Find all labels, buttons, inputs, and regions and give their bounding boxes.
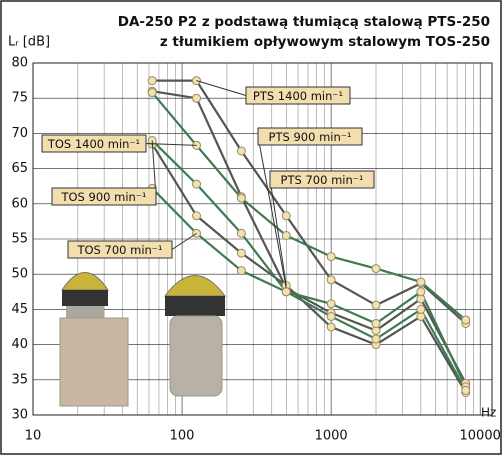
legend-label: PTS 1400 min⁻¹ (253, 89, 343, 103)
y-tick-label: 70 (11, 126, 28, 141)
legend-label: PTS 700 min⁻¹ (281, 173, 364, 187)
point (237, 267, 245, 275)
point (372, 265, 380, 273)
point (237, 147, 245, 155)
point (148, 77, 156, 85)
point (237, 229, 245, 237)
point (417, 305, 425, 313)
point (372, 335, 380, 343)
point (417, 278, 425, 286)
y-tick-label: 55 (11, 232, 28, 247)
chart-subtitle: z tłumikiem opływowym stalowym TOS-250 (160, 34, 490, 50)
point (327, 300, 335, 308)
point (417, 288, 425, 296)
point (193, 212, 201, 220)
point (327, 323, 335, 331)
y-tick-label: 50 (11, 267, 28, 282)
y-tick-label: 60 (11, 196, 28, 211)
fan-ring (165, 296, 225, 316)
neck (66, 306, 104, 318)
y-tick-label: 30 (11, 408, 28, 423)
point (327, 312, 335, 320)
y-tick-label: 35 (11, 372, 28, 387)
point (193, 180, 201, 188)
point (462, 386, 470, 394)
y-tick-label: 65 (11, 161, 28, 176)
point (282, 231, 290, 239)
point (148, 89, 156, 97)
point (282, 212, 290, 220)
legend-label: TOS 1400 min⁻¹ (47, 137, 140, 151)
y-axis-label: Lᵣ [dB] (8, 35, 50, 50)
point (327, 276, 335, 284)
base-box (60, 318, 128, 406)
x-tick-label: 1000 (315, 429, 348, 444)
chart-title: DA-250 P2 z podstawą tłumiącą stalową PT… (118, 14, 490, 30)
legend-label: TOS 900 min⁻¹ (60, 190, 146, 204)
y-tick-label: 75 (11, 91, 28, 106)
x-tick-label: 10 (25, 429, 42, 444)
point (282, 288, 290, 296)
y-tick-label: 80 (11, 56, 28, 71)
fan-ring (62, 290, 108, 306)
x-axis-label: Hz (481, 406, 496, 420)
legend-label: TOS 700 min⁻¹ (76, 243, 162, 257)
silencer (170, 316, 222, 396)
point (372, 301, 380, 309)
chart: DA-250 P2 z podstawą tłumiącą stalową PT… (0, 0, 502, 455)
point (193, 94, 201, 102)
y-tick-label: 40 (11, 337, 28, 352)
legend-label: PTS 900 min⁻¹ (269, 130, 352, 144)
point (327, 253, 335, 261)
x-tick-label: 10000 (460, 429, 501, 444)
point (237, 194, 245, 202)
x-tick-label: 100 (170, 429, 195, 444)
point (462, 316, 470, 324)
point (372, 319, 380, 327)
point (237, 249, 245, 257)
y-tick-label: 45 (11, 302, 28, 317)
